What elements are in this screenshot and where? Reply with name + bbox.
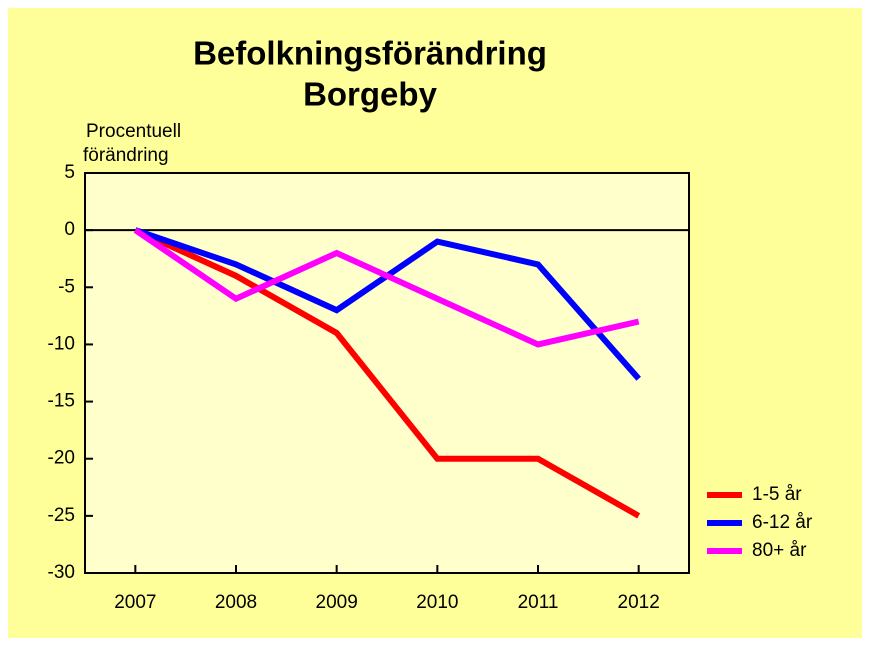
- y-tick-label: -15: [48, 391, 75, 412]
- x-tick-label: 2012: [618, 592, 660, 613]
- legend-label: 1-5 år: [752, 484, 802, 505]
- y-tick-label: 0: [64, 219, 75, 240]
- y-tick-label: -25: [48, 505, 75, 526]
- y-tick-label: -5: [58, 276, 75, 297]
- chart-title: Befolkningsförändring: [193, 35, 547, 72]
- x-tick-label: 2008: [215, 592, 257, 613]
- legend-label: 80+ år: [752, 540, 807, 561]
- plot-area: [84, 172, 690, 574]
- series-line: [134, 227, 641, 519]
- y-tick-label: -30: [48, 562, 75, 583]
- legend-label: 6-12 år: [752, 512, 813, 533]
- x-tick-label: 2010: [416, 592, 458, 613]
- x-tick-label: 2009: [316, 592, 358, 613]
- y-tick-label: -10: [48, 333, 75, 354]
- y-tick-label: -20: [48, 448, 75, 469]
- x-tick-label: 2011: [518, 592, 559, 613]
- y-axis-label: Procentuell: [86, 121, 181, 142]
- series-line: [133, 227, 640, 348]
- chart-title: Borgeby: [303, 76, 438, 113]
- y-axis-label: förändring: [83, 145, 169, 166]
- x-tick-label: 2007: [114, 592, 156, 613]
- y-tick-label: 5: [64, 162, 75, 183]
